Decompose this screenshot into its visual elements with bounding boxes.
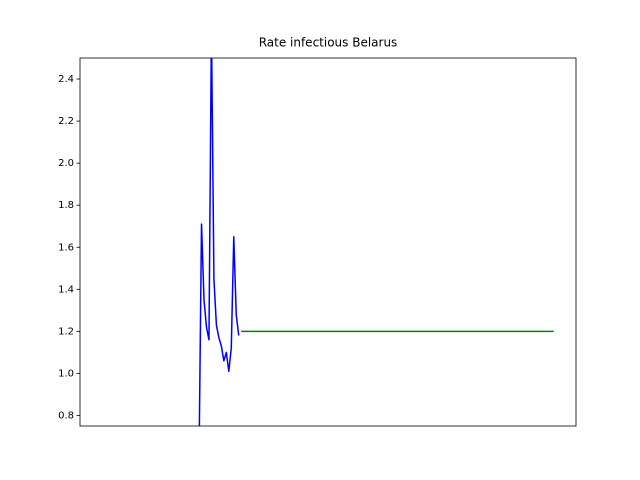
y-tick-label: 2.2 [58, 116, 74, 127]
y-tick-label: 1.2 [58, 326, 74, 337]
y-tick-label: 1.6 [58, 242, 74, 253]
y-tick-label: 1.4 [58, 284, 74, 295]
chart-title: Rate infectious Belarus [259, 36, 398, 50]
axes-frame [79, 57, 577, 427]
data-line [198, 58, 240, 426]
y-tick-label: 0.8 [58, 410, 74, 421]
y-tick-label: 1.8 [58, 200, 74, 211]
plot-area [198, 58, 554, 426]
y-tick-label: 2.4 [58, 74, 74, 85]
y-tick-label: 2.0 [58, 158, 74, 169]
y-tick-label: 1.0 [58, 368, 74, 379]
